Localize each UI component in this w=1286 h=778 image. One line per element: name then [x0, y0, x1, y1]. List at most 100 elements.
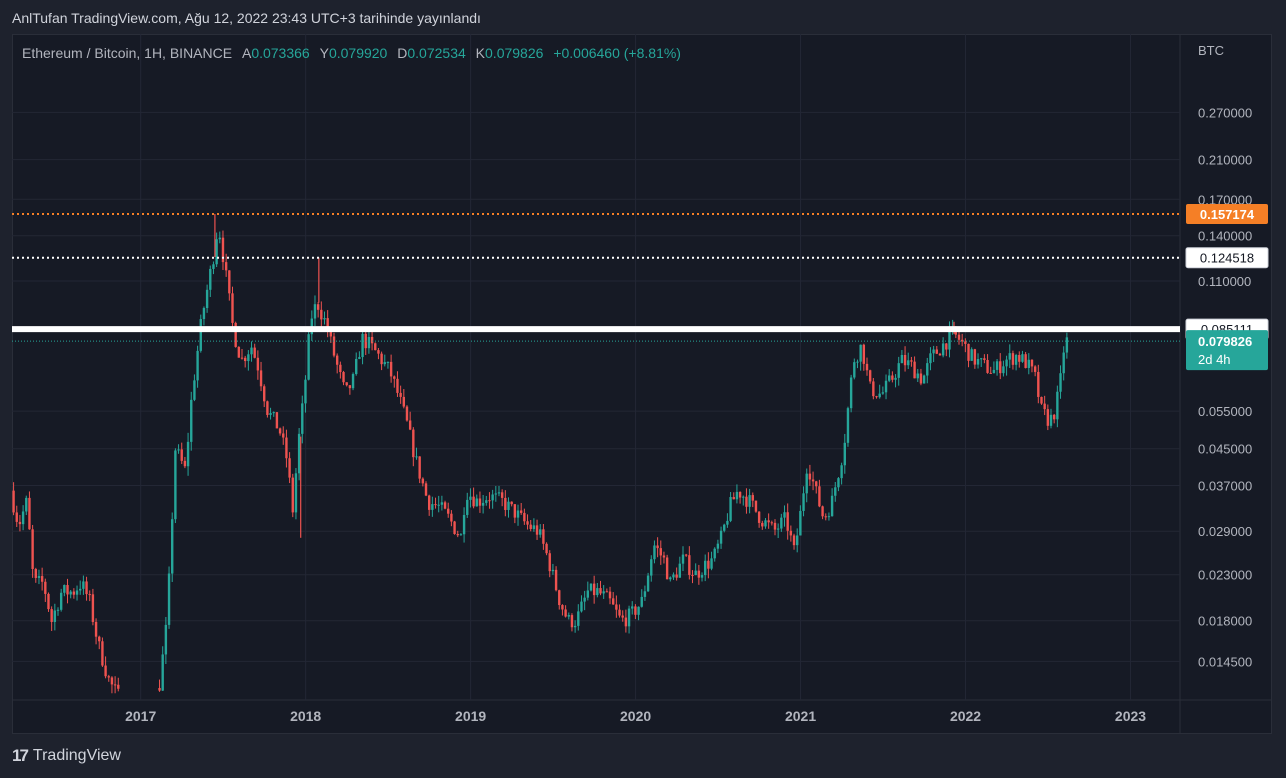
- candle-body: [459, 534, 463, 536]
- tradingview-mark-icon: 17: [12, 746, 29, 765]
- legend-low-label: D: [397, 45, 408, 61]
- publish-caption: AnlTufan TradingView.com, Ağu 12, 2022 2…: [12, 10, 481, 26]
- candle-body: [891, 375, 894, 380]
- candle-body: [234, 322, 237, 347]
- candle-body: [82, 581, 85, 589]
- candle-body: [551, 569, 555, 572]
- candle-body: [497, 492, 501, 494]
- candle-body: [573, 625, 577, 628]
- time-axis: 2017 2018 2019 2020 2021 2022 2023: [125, 708, 1146, 724]
- candle-body: [285, 437, 288, 459]
- candle-body: [1049, 414, 1053, 426]
- candle-body: [301, 403, 304, 434]
- candle-body: [63, 585, 66, 593]
- candle-body: [713, 548, 716, 559]
- candle-body: [25, 497, 28, 512]
- candle-body: [386, 361, 390, 363]
- candle-body: [846, 408, 850, 443]
- candle-body: [681, 554, 685, 564]
- candle-body: [868, 370, 872, 382]
- candle-body: [821, 506, 824, 517]
- tradingview-logo[interactable]: 17 TradingView: [12, 746, 121, 766]
- y-tick-label: 0.140000: [1198, 229, 1252, 244]
- candle-body: [634, 606, 637, 615]
- candle-body: [266, 401, 269, 415]
- candle-body: [703, 560, 707, 576]
- candle-body: [608, 591, 612, 599]
- candle-body: [900, 354, 904, 364]
- candle-body: [316, 304, 320, 310]
- candle-body: [1002, 366, 1005, 374]
- candle-body: [919, 373, 923, 384]
- candle-body: [1011, 353, 1015, 365]
- candle-body: [478, 498, 482, 506]
- candle-body: [535, 525, 539, 535]
- candle-body: [475, 498, 478, 507]
- candle-body: [875, 396, 878, 398]
- candle-body: [291, 477, 294, 513]
- candle-body: [313, 304, 317, 319]
- candle-body: [678, 563, 682, 578]
- y-tick-label: 0.037000: [1198, 478, 1252, 493]
- candle-body: [548, 553, 551, 572]
- y-tick-label: 0.029000: [1198, 524, 1252, 539]
- candle-body: [970, 349, 973, 361]
- candle-body: [888, 375, 891, 381]
- candle-body: [196, 350, 199, 381]
- candle-body: [558, 590, 561, 606]
- candle-body: [811, 479, 815, 482]
- candle-body: [519, 510, 523, 513]
- candle-body: [564, 609, 567, 617]
- candle-body: [421, 478, 425, 484]
- candle-body: [957, 334, 961, 340]
- chart-panel[interactable]: [12, 34, 1272, 734]
- candle-body: [98, 636, 101, 642]
- candle-body: [113, 684, 117, 686]
- candle-body: [339, 364, 342, 373]
- y-tick-label: 0.210000: [1198, 153, 1252, 168]
- candle-body: [1037, 371, 1040, 397]
- candle-body: [789, 530, 793, 536]
- candle-body: [218, 237, 222, 240]
- candle-body: [243, 357, 247, 362]
- x-tick-label: 2017: [125, 708, 156, 724]
- level-label-text: 0.124518: [1200, 251, 1254, 266]
- candle-body: [389, 361, 393, 377]
- candle-body: [402, 396, 406, 407]
- candle-body: [742, 496, 745, 498]
- candle-body: [282, 433, 285, 438]
- candle-body: [567, 615, 570, 617]
- candle-body: [240, 357, 244, 359]
- candle-body: [973, 349, 977, 365]
- candle-body: [177, 449, 180, 451]
- candle-body: [640, 596, 643, 607]
- last-price-label-bg: [1186, 330, 1268, 371]
- candle-body: [263, 386, 266, 402]
- candle-body: [618, 609, 621, 616]
- candle-body: [526, 521, 529, 525]
- candle-body: [472, 496, 475, 507]
- candle-body: [85, 581, 88, 595]
- candle-body: [431, 504, 434, 510]
- y-tick-label: 0.018000: [1198, 614, 1252, 629]
- candle-body: [47, 593, 50, 610]
- candle-body: [675, 574, 678, 578]
- candle-body: [161, 654, 164, 691]
- candle-body: [881, 392, 885, 394]
- candle-body: [380, 353, 383, 365]
- candle-body: [326, 318, 329, 332]
- candle-body: [631, 606, 634, 609]
- candle-body: [228, 270, 231, 294]
- symbol-legend: Ethereum / Bitcoin, 1H, BINANCE A0.07336…: [22, 45, 681, 61]
- candle-body: [69, 591, 72, 595]
- candle-body: [796, 535, 799, 546]
- candle-body: [786, 512, 789, 531]
- candle-body: [462, 514, 466, 535]
- candle-body: [15, 512, 18, 522]
- candle-body: [583, 597, 586, 602]
- candle-body: [764, 520, 767, 527]
- candle-body: [107, 676, 110, 678]
- candle-body: [1024, 354, 1027, 368]
- candle-body: [792, 535, 796, 546]
